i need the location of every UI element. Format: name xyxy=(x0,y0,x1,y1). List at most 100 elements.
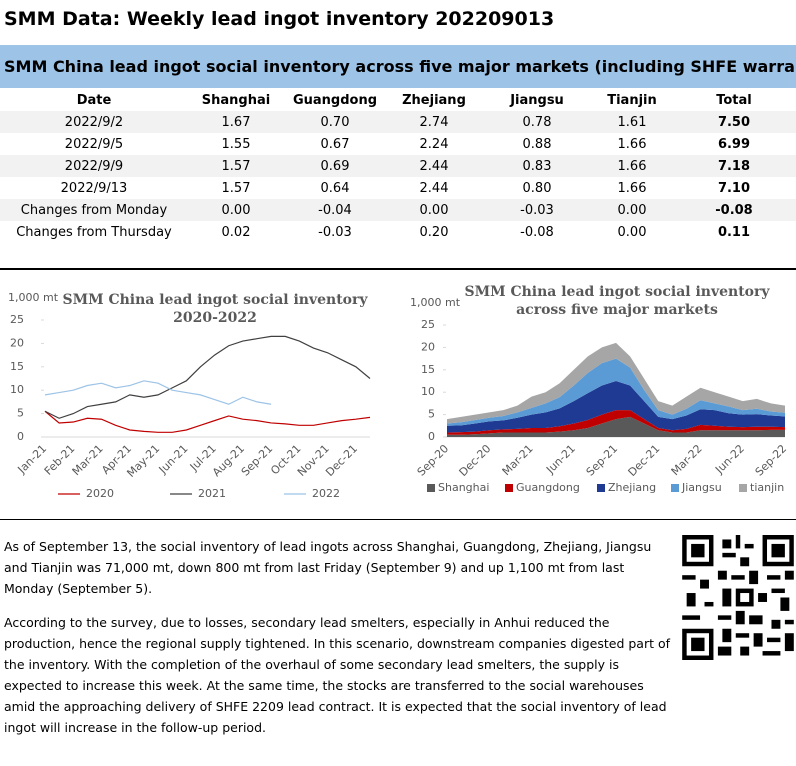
table-cell: -0.03 xyxy=(318,224,352,240)
legend-swatch xyxy=(739,484,747,492)
x-tick-label: Sep-22 xyxy=(753,442,790,479)
x-tick-label: Dec-21 xyxy=(626,442,663,479)
table-cell: 0.02 xyxy=(221,224,251,240)
table-cell: 2022/9/9 xyxy=(0,155,188,177)
column-header: Shanghai xyxy=(201,92,271,108)
legend-label: 2021 xyxy=(198,487,226,500)
table-cell: 0.83 xyxy=(482,155,592,177)
table-cell: 1.57 xyxy=(221,180,251,196)
column-header: Jiangsu xyxy=(510,92,564,108)
legend-label: Zhejiang xyxy=(608,481,656,494)
divider xyxy=(0,519,796,520)
y-tick-label: 10 xyxy=(10,383,24,396)
table-cell: 6.99 xyxy=(717,136,751,152)
legend-label: Jiangsu xyxy=(681,481,722,494)
table-cell: -0.08 xyxy=(672,199,796,221)
inventory-table: Date Shanghai Guangdong Zhejiang Jiangsu Tian… xyxy=(0,89,796,243)
y-tick-label: 25 xyxy=(10,313,24,326)
column-header: Zhejiang xyxy=(402,92,466,108)
table-caption: SMM China lead ingot social inventory ac… xyxy=(0,45,796,88)
table-cell: -0.08 xyxy=(520,224,554,240)
table-cell: 2.44 xyxy=(419,180,449,196)
y-tick-label: 20 xyxy=(421,340,435,353)
table-cell: Changes from Thursday xyxy=(16,224,172,240)
table-cell: 0.67 xyxy=(320,136,350,152)
x-tick-label: Sep-21 xyxy=(584,442,621,479)
y-tick-label: 15 xyxy=(10,360,24,373)
x-tick-label: Jun-21 xyxy=(543,442,578,477)
y-tick-label: 15 xyxy=(421,363,435,376)
legend-swatch xyxy=(671,484,679,492)
table-cell: 1.66 xyxy=(617,136,647,152)
table-cell: -0.04 xyxy=(284,199,386,221)
table-cell: -0.03 xyxy=(482,199,592,221)
body-text: As of September 13, the social inventory… xyxy=(4,536,674,751)
x-tick-label: Sep-20 xyxy=(415,442,452,479)
area-series xyxy=(447,416,785,437)
area-series xyxy=(447,381,785,433)
table-cell: 1.55 xyxy=(221,136,251,152)
column-header: Tianjin xyxy=(607,92,657,108)
table-row: 2022/9/9 1.57 0.69 2.44 0.83 1.66 7.18 xyxy=(0,155,796,177)
column-header: Date xyxy=(76,92,112,108)
table-cell: 7.10 xyxy=(717,180,751,196)
table-row: Changes from Monday 0.00 -0.04 0.00 -0.03 0.0… xyxy=(0,199,796,221)
column-header: Guangdong xyxy=(292,92,378,108)
table-row: 2022/9/5 1.55 0.67 2.24 0.88 1.66 6.99 xyxy=(0,133,796,155)
table-cell: 7.50 xyxy=(672,111,796,133)
table-cell: 2.44 xyxy=(386,155,482,177)
y-tick-label: 25 xyxy=(421,318,435,331)
table-cell: 0.20 xyxy=(419,224,449,240)
chart-title: SMM China lead ingot social inventory xyxy=(464,284,770,300)
legend-label: Guangdong xyxy=(516,481,580,494)
table-cell: 0.00 xyxy=(386,199,482,221)
table-cell: 1.66 xyxy=(617,180,647,196)
table-cell: 0.64 xyxy=(320,180,350,196)
table-cell: Changes from Monday xyxy=(0,199,188,221)
table-row: Changes from Thursday 0.02 -0.03 0.20 -0.08 0… xyxy=(0,221,796,243)
table-cell: 2022/9/5 xyxy=(64,136,124,152)
table-cell: 0.88 xyxy=(522,136,552,152)
qr-code xyxy=(682,535,794,660)
area-series xyxy=(447,358,785,426)
table-cell: 7.18 xyxy=(672,155,796,177)
y-tick-label: 5 xyxy=(428,408,435,421)
table-cell: 1.66 xyxy=(592,155,672,177)
column-header: Total xyxy=(716,92,752,108)
table-row: 2022/9/2 1.67 0.70 2.74 0.78 1.61 7.50 xyxy=(0,111,796,133)
divider xyxy=(0,268,796,270)
table-cell: 1.57 xyxy=(188,155,284,177)
table-cell: 0.11 xyxy=(717,224,751,240)
page-title: SMM Data: Weekly lead ingot inventory 20… xyxy=(4,8,555,30)
table-cell: 0.80 xyxy=(522,180,552,196)
legend-swatch xyxy=(427,484,435,492)
table-cell: 1.61 xyxy=(592,111,672,133)
y-tick-label: 5 xyxy=(17,407,24,420)
legend-label: tianjin xyxy=(750,481,784,494)
paragraph: According to the survey, due to losses, … xyxy=(4,615,671,735)
table-row: 2022/9/13 1.57 0.64 2.44 0.80 1.66 7.10 xyxy=(0,177,796,199)
y-axis-label: 1,000 mt xyxy=(8,291,59,304)
table-cell: 0.69 xyxy=(284,155,386,177)
table-cell: 0.78 xyxy=(482,111,592,133)
area-series xyxy=(447,410,785,435)
table-cell: 2022/9/13 xyxy=(60,180,128,196)
y-tick-label: 20 xyxy=(10,336,24,349)
y-tick-label: 10 xyxy=(421,385,435,398)
table-cell: 1.67 xyxy=(188,111,284,133)
table-cell: 0.00 xyxy=(617,224,647,240)
paragraph: As of September 13, the social inventory… xyxy=(4,539,652,596)
table-cell: 2.24 xyxy=(419,136,449,152)
x-tick-label: Aug-21 xyxy=(210,442,247,479)
x-tick-label: Dec-21 xyxy=(323,442,360,479)
x-tick-label: Sep-21 xyxy=(239,442,276,479)
table-cell: 0.70 xyxy=(284,111,386,133)
x-tick-label: Mar-22 xyxy=(669,442,705,478)
table-cell: 0.00 xyxy=(592,199,672,221)
area-series xyxy=(447,342,785,424)
x-tick-label: Mar-21 xyxy=(70,442,106,478)
x-tick-label: Jun-21 xyxy=(156,442,191,477)
charts: SMM China lead ingot social inventory202… xyxy=(8,284,790,500)
chart-title: across five major markets xyxy=(516,302,718,318)
